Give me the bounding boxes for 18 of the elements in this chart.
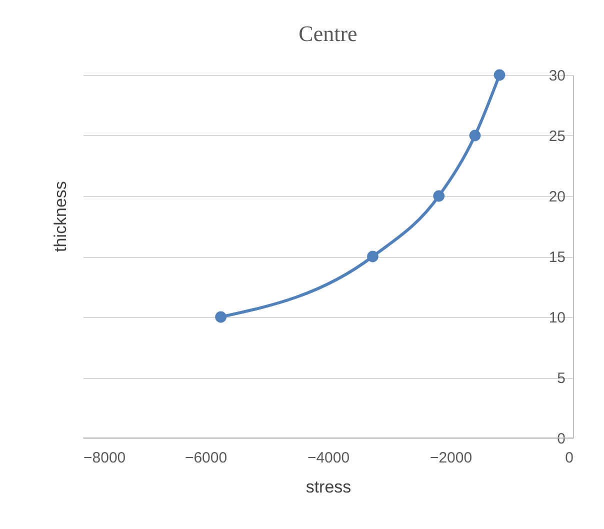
y-tick-label: 25 [548,128,566,145]
point [494,69,506,81]
y-tick-label: 30 [548,68,566,84]
x-tick-label: −8000 [84,450,126,466]
x-tick-label: −4000 [307,450,350,466]
point [469,130,481,142]
x-tick-label: −6000 [184,450,228,466]
point [367,250,378,262]
y-axis-title: thickness [51,181,70,252]
point [433,190,445,202]
x-tick-label: −2000 [430,450,472,466]
y-tick-label: 10 [548,310,566,326]
chart-title: Centre [298,21,358,46]
x-axis-title: stress [306,478,352,496]
y-tick-label: 15 [548,249,566,266]
point [215,311,227,323]
y-tick-label: 5 [557,370,566,387]
y-tick-label: 20 [548,188,566,206]
